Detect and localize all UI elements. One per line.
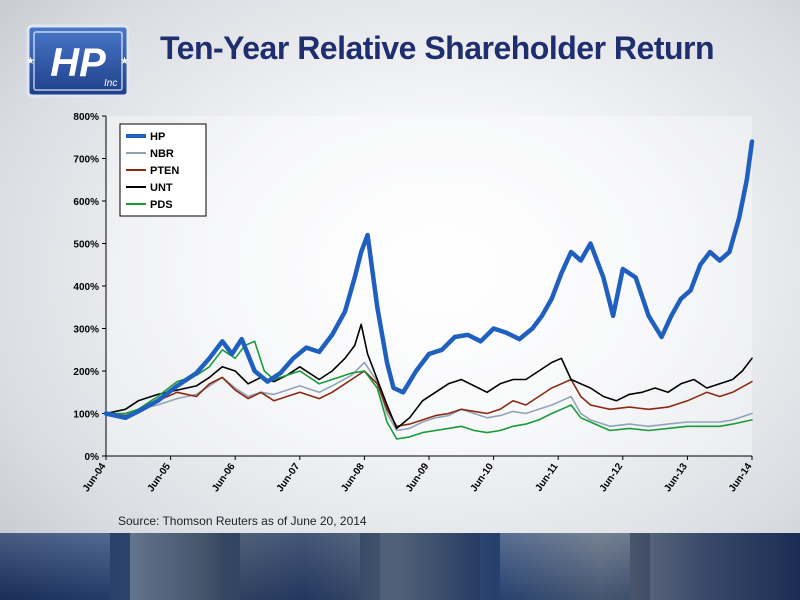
legend-label-pten: PTEN	[150, 165, 179, 177]
x-tick-label: Jun-06	[210, 461, 238, 494]
svg-text:Inc: Inc	[104, 78, 117, 89]
x-tick-label: Jun-09	[404, 461, 432, 494]
x-tick-label: Jun-11	[533, 461, 560, 494]
line-chart: 0% 100% 200% 300% 400% 500% 600% 700% 800% Jun-04…	[73, 112, 755, 494]
svg-text:★: ★	[26, 56, 35, 67]
x-tick-label: Jun-12	[598, 461, 626, 494]
series-line-hp	[103, 139, 755, 421]
plot-background	[106, 116, 752, 456]
y-tick-label: 100%	[73, 410, 99, 421]
svg-text:★: ★	[120, 56, 129, 67]
legend-label-nbr: NBR	[150, 148, 174, 160]
legend-label-hp: HP	[150, 131, 165, 143]
x-tick-label: Jun-14	[727, 461, 755, 494]
x-tick-label: Jun-07	[275, 461, 303, 494]
x-tick-label: Jun-13	[662, 461, 690, 494]
y-tick-label: 800%	[73, 112, 99, 123]
series-line-unt	[105, 323, 753, 430]
y-tick-label: 300%	[73, 325, 99, 336]
legend-label-pds: PDS	[150, 199, 173, 211]
y-tick-label: 500%	[73, 240, 99, 251]
x-tick-label: Jun-04	[81, 461, 109, 494]
x-tick-label: Jun-10	[469, 461, 497, 494]
x-tick-label: Jun-05	[146, 461, 174, 494]
x-tick-label: Jun-08	[339, 461, 367, 494]
footer-photo-strip	[0, 533, 800, 600]
y-tick-label: 600%	[73, 197, 99, 208]
y-tick-label: 400%	[73, 282, 99, 293]
series-line-pten	[105, 370, 753, 428]
page-title: Ten-Year Relative Shareholder Return	[160, 30, 715, 66]
y-tick-label: 0%	[85, 452, 100, 463]
chart-area: 0% 100% 200% 300% 400% 500% 600% 700% 800% Jun-04…	[0, 100, 800, 530]
y-tick-label: 200%	[73, 367, 99, 378]
company-logo: HP Inc ★ ★	[22, 22, 134, 100]
y-tick-label: 700%	[73, 155, 99, 166]
legend-label-unt: UNT	[150, 182, 173, 194]
source-note: Source: Thomson Reuters as of June 20, 2…	[118, 514, 367, 528]
svg-text:HP: HP	[50, 41, 106, 85]
